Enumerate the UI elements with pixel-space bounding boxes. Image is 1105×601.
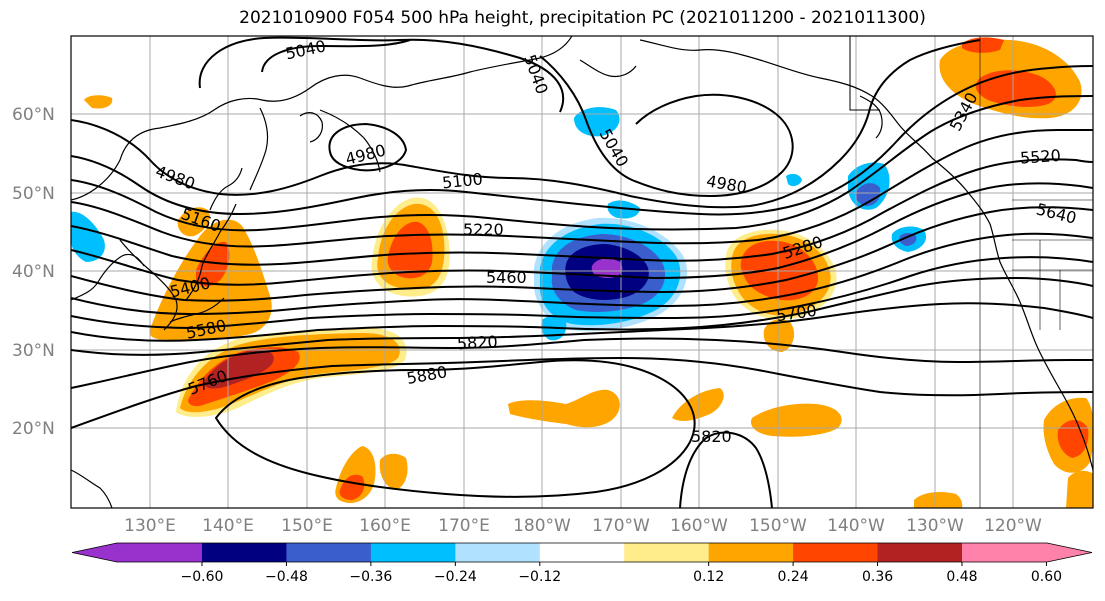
lat-label: 50°N (12, 184, 55, 204)
colorbar-tick-label: −0.48 (265, 569, 308, 585)
lat-label: 60°N (12, 105, 55, 125)
colorbar-tick-label: −0.36 (349, 569, 392, 585)
colorbar-extend-max (962, 543, 1092, 562)
colorbar: −0.60 −0.48 −0.36 −0.24 −0.12 0.12 0.24 0.36 0.4… (71, 542, 1093, 585)
contour-label: 5820 (691, 427, 732, 446)
lon-label: 150°E (281, 516, 333, 536)
colorbar-tick-label: 0.12 (693, 569, 724, 585)
lon-label: 170°W (592, 516, 650, 536)
colorbar-tick-label: 0.48 (946, 569, 977, 585)
contour-label: 5820 (456, 332, 498, 353)
colorbar-segment (708, 543, 794, 562)
colorbar-tick-label: 0.60 (1031, 569, 1062, 585)
longitude-labels: 130°E 140°E 150°E 160°E 170°E 180°W 170°… (124, 516, 1042, 536)
lat-label: 40°N (12, 262, 55, 282)
colorbar-tick-label: −0.24 (434, 569, 477, 585)
lon-label: 160°W (670, 516, 728, 536)
latitude-labels: 60°N 50°N 40°N 30°N 20°N (12, 105, 55, 439)
contour-label: 5220 (463, 220, 504, 239)
colorbar-outline (71, 542, 1093, 563)
contour-label: 5100 (441, 169, 483, 192)
map-title: 2021010900 F054 500 hPa height, precipit… (239, 8, 926, 28)
lon-label: 150°W (749, 516, 807, 536)
lon-label: 130°E (124, 516, 176, 536)
lon-label: 160°E (359, 516, 411, 536)
colorbar-segment (539, 543, 625, 562)
colorbar-tick-label: −0.60 (181, 569, 224, 585)
colorbar-segment (624, 543, 710, 562)
colorbar-segment (370, 543, 456, 562)
contour-label: 5520 (1019, 146, 1061, 168)
lon-label: 140°W (827, 516, 885, 536)
colorbar-tick-label: 0.24 (778, 569, 809, 585)
lon-label: 130°W (906, 516, 964, 536)
lat-label: 30°N (12, 341, 55, 361)
contour-label: 5460 (486, 268, 527, 287)
lon-label: 140°E (202, 516, 254, 536)
lon-label: 180°W (513, 516, 571, 536)
colorbar-segment (793, 543, 879, 562)
colorbar-segment (455, 543, 541, 562)
colorbar-extend-min (72, 543, 202, 562)
lat-label: 20°N (12, 419, 55, 439)
coastlines (71, 36, 1093, 508)
colorbar-segment (286, 543, 372, 562)
colorbar-tick-label: −0.12 (518, 569, 561, 585)
map-frame (70, 35, 1094, 509)
colorbar-segment (202, 543, 287, 562)
height-contours (71, 36, 1093, 508)
colorbar-tick-label: 0.36 (862, 569, 893, 585)
lon-label: 170°E (438, 516, 490, 536)
lon-label: 120°W (984, 516, 1042, 536)
colorbar-segment (877, 543, 963, 562)
